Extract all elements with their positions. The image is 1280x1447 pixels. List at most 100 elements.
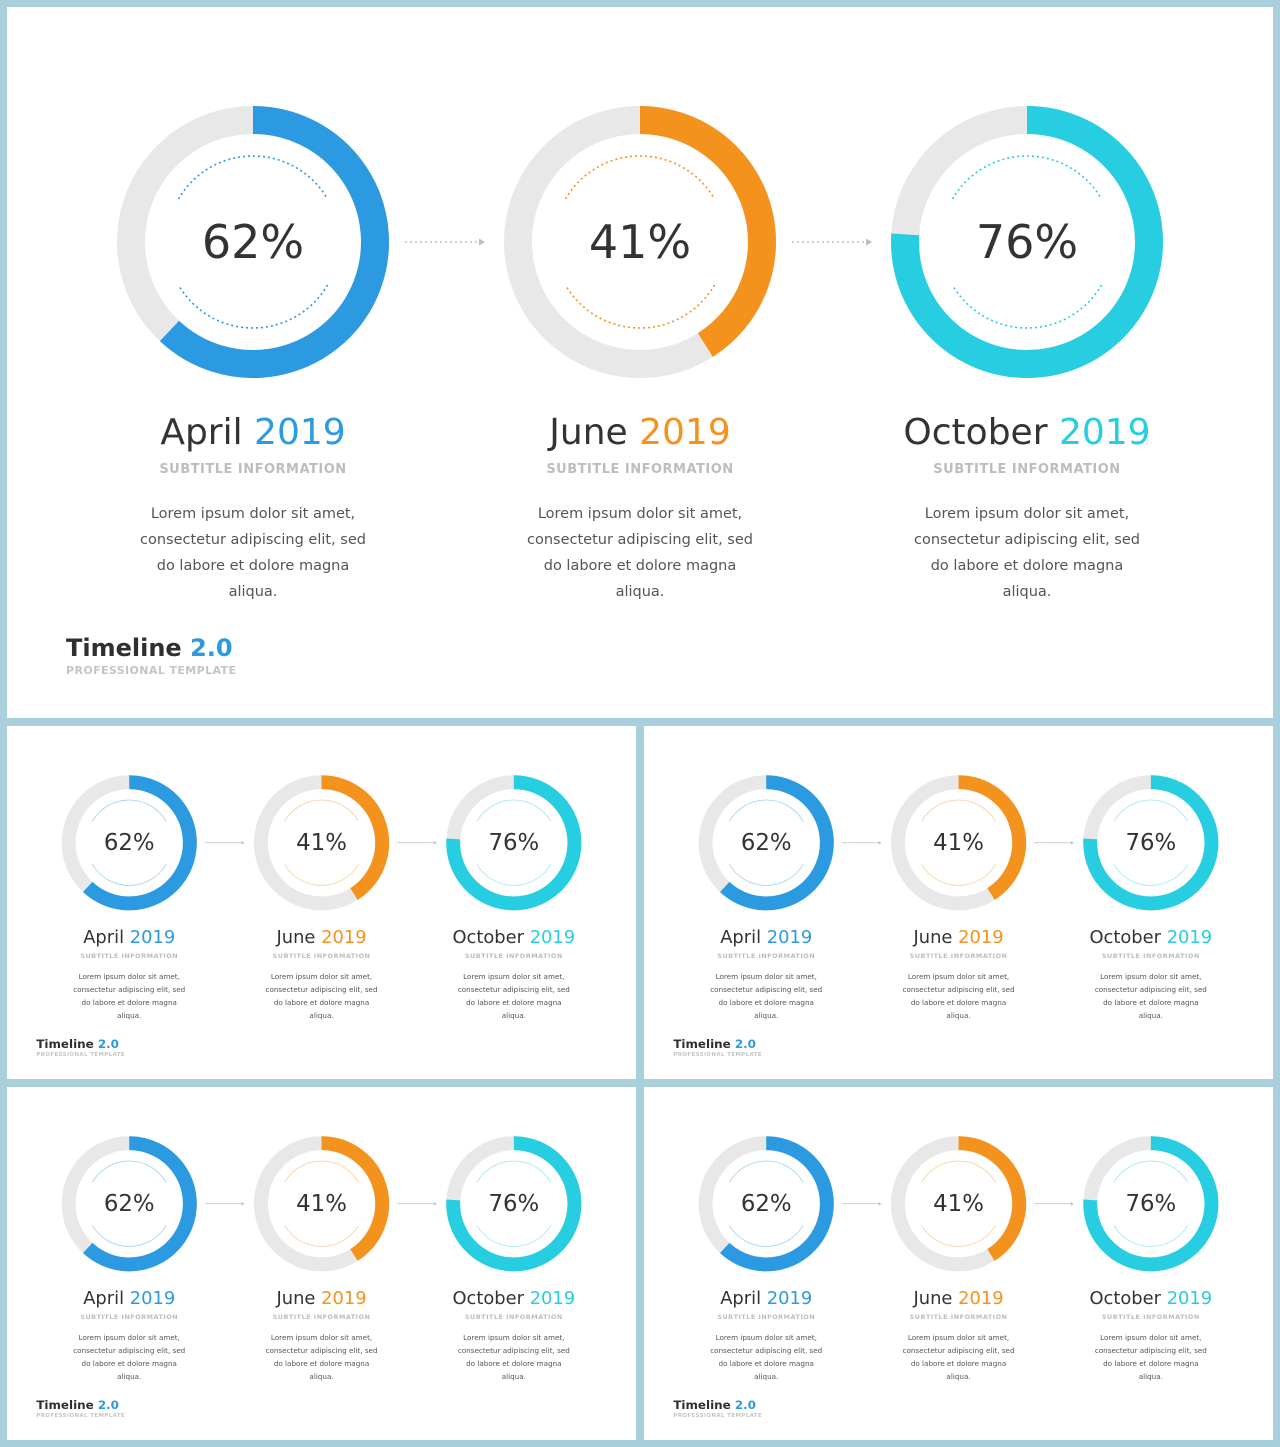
year-label: 2019 (129, 1287, 176, 1309)
item-subtitle: SUBTITLE INFORMATION (546, 462, 734, 477)
item-description: Lorem ipsum dolor sit amet, consectetur … (902, 1333, 1015, 1382)
item-title: June 2019 (899, 1286, 1018, 1312)
year-label: 2019 (958, 926, 1004, 948)
donut-progress-arc (82, 775, 197, 911)
dotted-arc-bottom (921, 863, 996, 886)
timeline-item-april: April 2019 SUBTITLE INFORMATION Lorem ipsu… (70, 925, 189, 1023)
donut-progress-arc (891, 106, 1163, 378)
item-description: Lorem ipsum dolor sit amet, consectetur … (913, 506, 1140, 600)
month-label: April (83, 926, 130, 948)
brand-title: Timeline (36, 1036, 98, 1051)
year-label: 2019 (321, 926, 367, 948)
month-label: June (913, 926, 959, 948)
month-label: April (720, 1287, 767, 1309)
donut-june: 41% (504, 106, 776, 378)
item-title: October 2019 (452, 925, 575, 951)
percent-label: 41% (296, 830, 347, 856)
dotted-arc-top (177, 155, 329, 200)
item-title: April 2019 (70, 925, 189, 951)
year-label: 2019 (1166, 1287, 1213, 1309)
donut-june: 41% (890, 775, 1027, 911)
item-description: Lorem ipsum dolor sit amet, consectetur … (73, 1333, 186, 1382)
dotted-arc-bottom (564, 284, 716, 329)
dotted-arc-top (728, 1160, 804, 1183)
month-label: April (720, 926, 767, 948)
timeline-item-april: April 2019 SUBTITLE INFORMATION Lorem ipsu… (707, 1286, 826, 1384)
percent-label: 62% (741, 1191, 792, 1217)
arrow-head-icon (866, 238, 872, 246)
item-title: June 2019 (262, 1286, 381, 1312)
year-label: 2019 (254, 412, 346, 453)
dotted-arc-top (284, 1160, 359, 1183)
arrow-head-icon (241, 841, 245, 845)
item-title: October 2019 (1089, 1286, 1212, 1312)
brand-subtitle: PROFESSIONAL TEMPLATE (36, 1052, 126, 1059)
slide-thumb-top-left: 62% 41% 76% April 2019 SUBTITLE INFORMATION L… (7, 726, 636, 1079)
slide-thumb-bot-left: 62% 41% 76% April 2019 SUBTITLE INFORMATION L… (7, 1087, 636, 1440)
timeline-item-october: October 2019 SUBTITLE INFORMATION Lorem ip… (1089, 925, 1212, 1023)
progress-rings: 62% 41% 76% (61, 775, 582, 911)
arrow-head-icon (433, 841, 437, 845)
brand-logo: Timeline 2.0 PROFESSIONAL TEMPLATE (66, 632, 236, 678)
donut-june: 41% (253, 1136, 390, 1272)
month-label: October (903, 412, 1059, 453)
item-description: Lorem ipsum dolor sit amet, consectetur … (526, 506, 753, 600)
item-subtitle: SUBTITLE INFORMATION (464, 951, 563, 960)
dotted-arc-top (476, 799, 552, 822)
progress-rings: 62% 41% 76% (61, 1136, 582, 1272)
brand-title: Timeline (66, 634, 191, 662)
dotted-arc-top (91, 799, 167, 822)
arrow-head-icon (878, 841, 882, 845)
percent-label: 41% (589, 215, 691, 269)
dotted-arc-bottom (1113, 863, 1189, 886)
percent-label: 76% (488, 1191, 539, 1217)
donut-october: 76% (446, 775, 582, 911)
percent-label: 76% (1125, 1191, 1176, 1217)
item-description: Lorem ipsum dolor sit amet, consectetur … (139, 506, 366, 600)
brand-logo: Timeline 2.0 PROFESSIONAL TEMPLATE (673, 1037, 762, 1060)
donut-progress-arc (321, 775, 390, 900)
percent-label: 62% (104, 1191, 155, 1217)
item-title: June 2019 (520, 407, 760, 459)
dotted-arc-bottom (177, 284, 329, 329)
donut-june: 41% (890, 1136, 1027, 1272)
year-label: 2019 (1166, 926, 1213, 948)
donut-april: 62% (61, 775, 197, 911)
dotted-arc-top (728, 799, 804, 822)
year-label: 2019 (321, 1287, 367, 1309)
item-description: Lorem ipsum dolor sit amet, consectetur … (902, 972, 1015, 1021)
dotted-arc-top (951, 155, 1103, 200)
month-label: October (452, 1287, 530, 1309)
donut-progress-arc (446, 1136, 582, 1272)
timeline-item-october: October 2019 SUBTITLE INFORMATION Lorem ip… (452, 1286, 575, 1384)
progress-rings: 62% 41% 76% (698, 775, 1219, 911)
dotted-arc-top (921, 799, 996, 822)
arrow-head-icon (241, 1202, 245, 1206)
percent-label: 62% (202, 215, 304, 269)
timeline-item-june: June 2019 SUBTITLE INFORMATION Lorem ipsum… (899, 1286, 1018, 1384)
year-label: 2019 (1058, 412, 1151, 453)
timeline-item-october: October 2019 SUBTITLE INFORMATION Lorem ip… (452, 925, 575, 1023)
item-title: October 2019 (903, 407, 1150, 459)
dotted-arc-bottom (284, 1224, 359, 1247)
arrow-head-icon (878, 1202, 882, 1206)
item-title: June 2019 (262, 925, 381, 951)
month-label: April (83, 1287, 130, 1309)
donut-april: 62% (698, 775, 834, 911)
item-subtitle: SUBTITLE INFORMATION (1101, 1312, 1200, 1321)
donut-progress-arc (719, 1136, 834, 1272)
dotted-arc-top (564, 155, 716, 200)
timeline-item-april: April 2019 SUBTITLE INFORMATION Lorem ipsu… (70, 1286, 189, 1384)
donut-progress-arc (446, 775, 582, 911)
item-subtitle: SUBTITLE INFORMATION (272, 951, 371, 960)
item-subtitle: SUBTITLE INFORMATION (909, 951, 1008, 960)
brand-title: Timeline (36, 1397, 98, 1412)
year-label: 2019 (529, 926, 576, 948)
brand-logo: Timeline 2.0 PROFESSIONAL TEMPLATE (673, 1398, 762, 1421)
dotted-arc-bottom (728, 1224, 804, 1247)
item-title: April 2019 (133, 407, 373, 459)
percent-label: 41% (933, 1191, 984, 1217)
dotted-arc-bottom (951, 284, 1103, 329)
progress-rings: 62% 41% 76% (117, 106, 1163, 378)
donut-progress-arc (321, 1136, 390, 1261)
